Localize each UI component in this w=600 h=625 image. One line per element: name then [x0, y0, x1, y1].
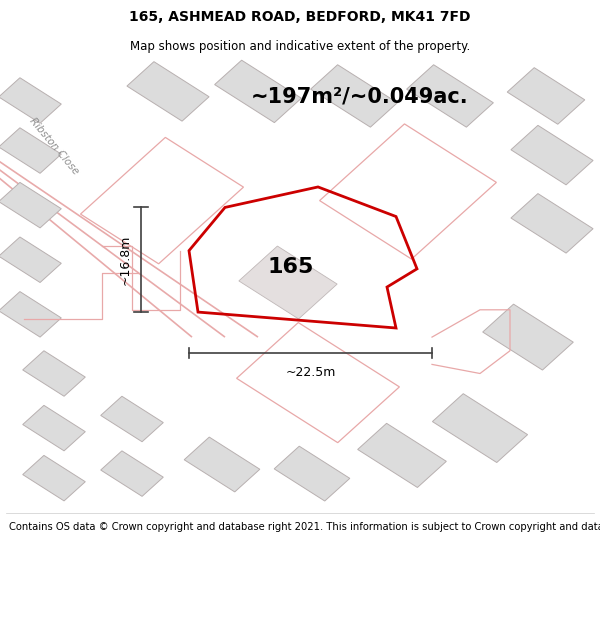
Polygon shape — [274, 446, 350, 501]
Text: ~16.8m: ~16.8m — [119, 234, 132, 285]
Polygon shape — [23, 456, 85, 501]
Polygon shape — [184, 437, 260, 492]
Polygon shape — [358, 423, 446, 488]
Text: ~197m²/~0.049ac.: ~197m²/~0.049ac. — [251, 87, 469, 107]
Text: Map shows position and indicative extent of the property.: Map shows position and indicative extent… — [130, 39, 470, 52]
Polygon shape — [239, 246, 337, 319]
Polygon shape — [215, 60, 301, 122]
Polygon shape — [23, 351, 85, 396]
Polygon shape — [0, 182, 61, 228]
Polygon shape — [101, 451, 163, 496]
Text: Contains OS data © Crown copyright and database right 2021. This information is : Contains OS data © Crown copyright and d… — [9, 521, 600, 531]
Polygon shape — [507, 68, 585, 124]
Polygon shape — [482, 304, 574, 370]
Polygon shape — [0, 292, 61, 337]
Polygon shape — [407, 65, 493, 127]
Polygon shape — [23, 406, 85, 451]
Polygon shape — [0, 127, 61, 173]
Polygon shape — [127, 62, 209, 121]
Polygon shape — [311, 65, 397, 127]
Polygon shape — [101, 396, 163, 442]
Polygon shape — [511, 194, 593, 253]
Polygon shape — [0, 237, 61, 282]
Text: ~22.5m: ~22.5m — [286, 366, 335, 379]
Text: 165: 165 — [268, 257, 314, 277]
Text: Ribston Close: Ribston Close — [28, 116, 80, 176]
Polygon shape — [0, 78, 61, 123]
Text: 165, ASHMEAD ROAD, BEDFORD, MK41 7FD: 165, ASHMEAD ROAD, BEDFORD, MK41 7FD — [129, 10, 471, 24]
Polygon shape — [511, 126, 593, 185]
Polygon shape — [433, 394, 527, 462]
